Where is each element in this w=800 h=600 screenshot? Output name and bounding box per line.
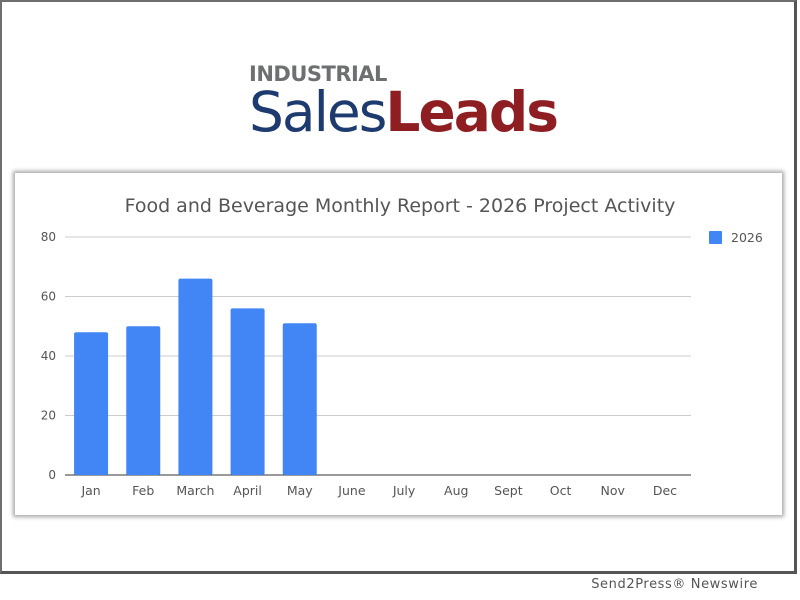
x-tick-label: April <box>233 483 262 498</box>
x-tick-label: Jan <box>80 483 100 498</box>
y-tick-label: 0 <box>48 468 56 482</box>
legend-swatch <box>709 231 722 244</box>
x-tick-label: Aug <box>444 483 468 498</box>
bar-april <box>230 308 265 475</box>
logo-sales-text: Sales <box>249 80 387 144</box>
x-tick-label: May <box>287 483 313 498</box>
x-axis-ticks: Jan Feb March April May June July Aug Sept Oct Nov… <box>80 483 677 498</box>
legend: 2026 <box>709 230 763 245</box>
chart-card: Food and Beverage Monthly Report - 2026 … <box>15 173 782 515</box>
x-tick-label: Oct <box>550 483 572 498</box>
x-tick-label: Feb <box>132 483 154 498</box>
chart-title: Food and Beverage Monthly Report - 2026 … <box>125 195 676 217</box>
x-tick-label: Nov <box>601 483 626 498</box>
bar-feb <box>126 326 161 475</box>
y-tick-label: 80 <box>41 230 56 244</box>
y-axis-ticks: 0 20 40 60 80 <box>41 230 56 482</box>
logo-industrial-text: INDUSTRIAL <box>249 62 387 86</box>
bar-march <box>178 278 213 475</box>
y-tick-label: 40 <box>41 349 56 363</box>
bars <box>74 278 317 475</box>
legend-label: 2026 <box>731 230 763 245</box>
x-tick-label: Dec <box>653 483 677 498</box>
x-tick-label: March <box>176 483 214 498</box>
bar-may <box>282 323 317 475</box>
logo-salesleads-text: SalesLeads <box>249 80 559 144</box>
footer-credit: Send2Press® Newswire <box>591 577 758 592</box>
x-tick-label: Sept <box>494 483 523 498</box>
bar-chart: Food and Beverage Monthly Report - 2026 … <box>41 195 763 498</box>
y-tick-label: 60 <box>41 290 56 304</box>
x-tick-label: June <box>337 483 366 498</box>
x-tick-label: July <box>392 483 416 498</box>
industrial-salesleads-logo: INDUSTRIAL SalesLeads <box>249 62 559 144</box>
bar-jan <box>74 332 109 475</box>
logo-leads-text: Leads <box>385 80 559 144</box>
grid-lines <box>65 236 691 476</box>
y-tick-label: 20 <box>41 409 56 423</box>
